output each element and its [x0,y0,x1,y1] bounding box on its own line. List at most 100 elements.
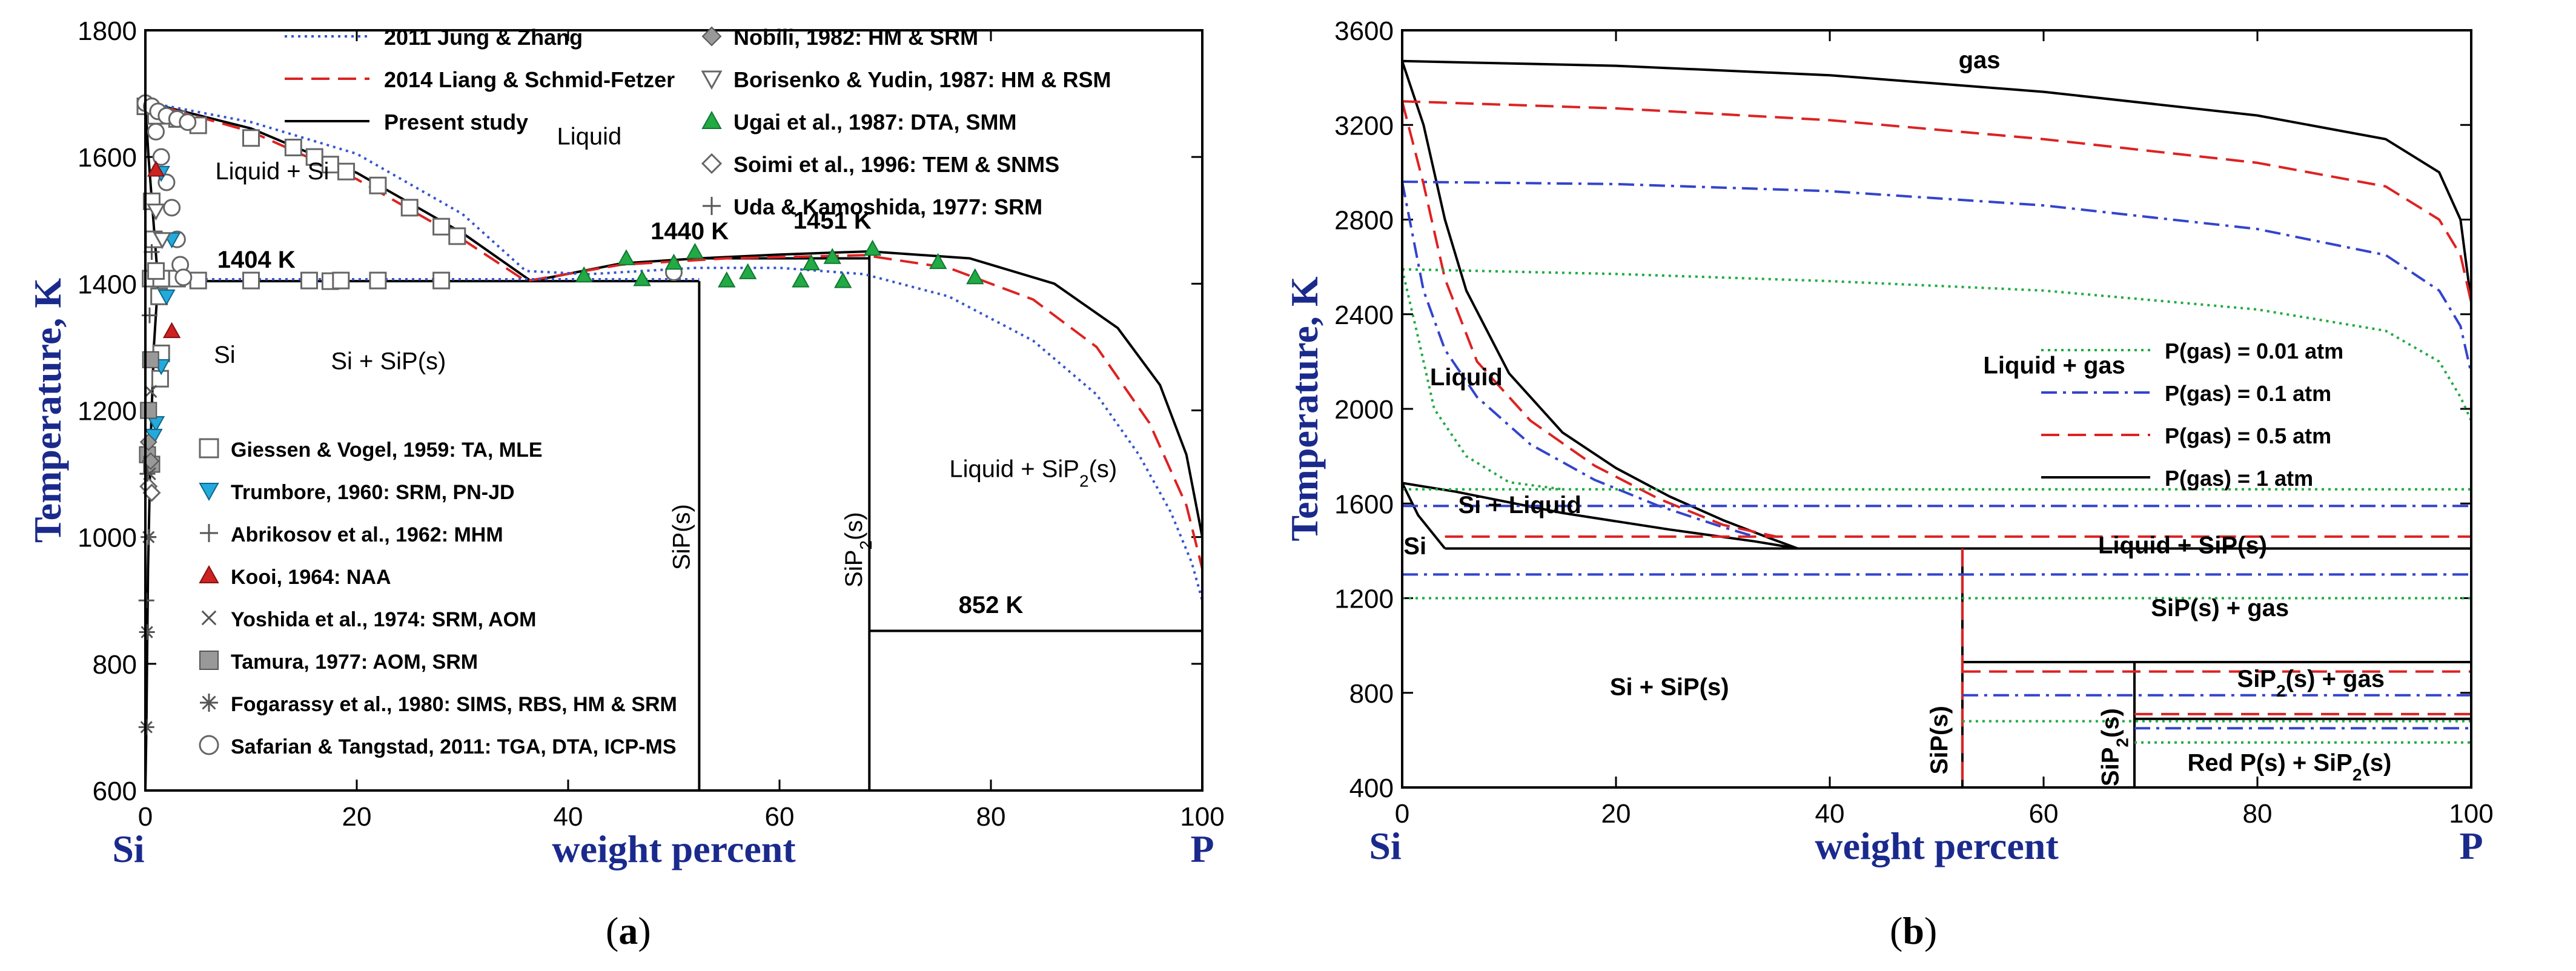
marker-square-open [369,176,387,194]
legend-marker-plus [200,524,218,542]
y-tick-label: 1200 [1334,585,1394,614]
legend-label: Uda & Kamoshida, 1977: SRM [733,194,1042,219]
legend-label: Tamura, 1977: AOM, SRM [231,651,478,674]
legend-label: Soimi et al., 1996: TEM & SNMS [733,152,1059,177]
temperature-annotation: 1404 K [217,247,296,273]
x-tick-label: 60 [765,802,795,832]
marker-square-open [332,271,350,290]
y-tick-label: 2800 [1334,206,1394,236]
legend-marker-diamond-filled [701,26,722,47]
x-tick-label: 100 [2449,799,2493,829]
legend-label: P(gas) = 0.1 atm [2165,381,2331,406]
series-p-gas-0-01-atm [1402,268,2471,744]
marker-triangle-green [966,268,984,285]
temperature-annotation: 1440 K [651,218,729,245]
series-2011-jung-zhang [145,101,1202,601]
caption-a-close: ) [638,909,651,952]
series-line [1402,181,2471,374]
marker-star [141,529,157,545]
plot-frame [144,29,1204,792]
marker-triangle-down-open [146,204,165,221]
marker-triangle-green [718,271,736,288]
legend-label: Abrikosov et al., 1962: MHM [231,523,503,546]
x-end-label-right: P [1190,827,1214,870]
legend-label: 2011 Jung & Zhang [384,25,583,50]
legend-label: Nobili, 1982: HM & SRM [733,25,978,50]
marker-triangle-red [147,161,165,177]
region-label: SiP(s) + gas [2151,595,2289,621]
y-axis-title: Temperature, K [1283,276,1326,542]
region-label: Red P(s) + SiP2(s) [2188,750,2392,784]
x-tick-label: 40 [554,802,583,832]
y-tick-label: 400 [1349,774,1394,803]
series-p-gas-0-5-atm [1402,100,2471,787]
marker-square-open [369,271,387,290]
region-label: Liquid + gas [1983,352,2125,379]
temperature-annotation: 852 K [959,592,1024,618]
marker-square-open [400,199,419,217]
region-label: Liquid + Si [215,158,329,185]
legend-marker-cross [201,610,217,626]
series-line [145,101,532,282]
marker-square-open [242,129,260,147]
marker-circle-open [179,113,197,131]
x-end-label-left: Si [112,827,144,870]
x-tick-label: 100 [1180,802,1224,832]
y-tick-label: 1600 [78,143,137,173]
marker-square-open [242,271,260,290]
legend-label: P(gas) = 1 atm [2165,466,2313,491]
legend-marker-square-filled [199,651,219,670]
marker-cross [144,385,157,398]
legend-label: Trumbore, 1960: SRM, PN-JD [231,481,515,504]
chart-b: 400 800 1200 1600 2000 2400 2800 3200 3600 0 20 40 6… [1283,16,2494,867]
y-axis-title: Temperature, K [26,278,69,543]
series-line [1402,100,2471,303]
marker-square-open [305,148,323,166]
series-line [1402,181,1755,538]
region-label: SiP2(s) [841,512,875,587]
marker-triangle-green [802,254,821,271]
marker-triangle-green [792,271,810,288]
region-label: SiP(s) [1926,706,1953,774]
caption-b: (b) [1890,909,1937,953]
series-line [1402,101,1777,538]
marker-triangle-green [664,253,683,270]
region-label: Liquid + SiP2(s) [949,456,1117,490]
x-end-label-left: Si [1369,824,1401,867]
region-label: Liquid + SiP(s) [2098,532,2267,558]
legend-marker-triangle-down-blue [199,483,219,502]
legend-marker-circle-open [199,735,219,755]
plot-area [1402,59,2471,787]
x-tick-label: 80 [2243,799,2273,829]
region-label: gas [1959,47,2001,74]
y-tick-label: 1000 [78,523,137,553]
series-p-gas-1-atm [1402,59,2471,787]
marker-triangle-green [686,242,704,259]
marker-circle-open [152,148,170,166]
marker-triangle-green [633,270,651,287]
marker-triangle-green [823,248,841,264]
x-tick-label: 20 [342,802,372,832]
x-tick-label: 60 [2029,799,2059,829]
y-tick-label: 2000 [1334,395,1394,425]
region-label: Si + SiP(s) [331,348,446,375]
caption-a-letter: a [618,909,638,952]
y-tick-label: 1600 [1334,489,1394,519]
y-tick-label: 1200 [78,397,137,426]
legend-label: Present study [384,110,528,134]
series-line [1402,482,1446,549]
plot-frame [1401,29,2472,789]
series-line [1402,61,1798,550]
legend-label: Giessen & Vogel, 1959: TA, MLE [231,439,543,462]
legend-label: P(gas) = 0.5 atm [2165,423,2331,448]
series-line [1402,482,1798,550]
data-markers [136,94,984,735]
x-tick-label: 80 [976,802,1006,832]
y-tick-label: 2400 [1334,300,1394,330]
legend-marker-diamond-open [701,153,723,174]
marker-plus [139,466,156,482]
marker-square-open [284,138,302,156]
marker-triangle-green [738,263,757,279]
y-tick-label: 800 [93,650,137,680]
